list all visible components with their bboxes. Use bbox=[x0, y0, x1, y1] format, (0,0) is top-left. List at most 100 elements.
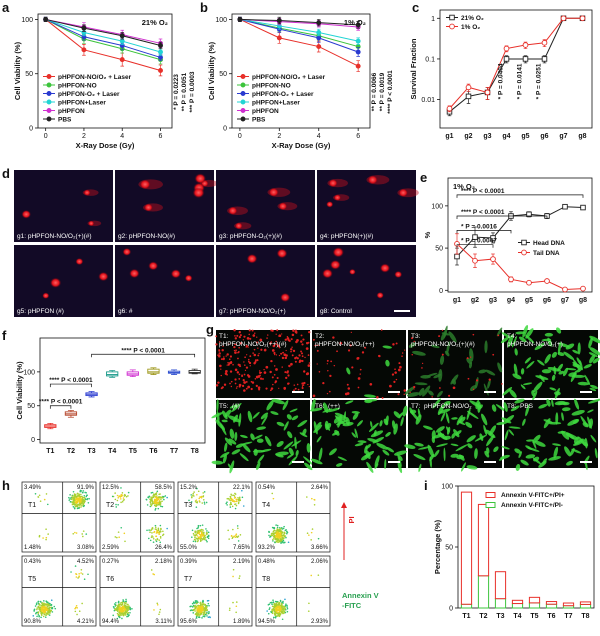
event bbox=[154, 526, 157, 529]
live-cell bbox=[450, 443, 459, 447]
dead-cell bbox=[236, 334, 239, 337]
event bbox=[75, 505, 77, 508]
event bbox=[45, 528, 47, 530]
micrograph-name: T3: bbox=[411, 333, 421, 340]
marker bbox=[240, 108, 246, 113]
event bbox=[123, 493, 126, 496]
live-cell bbox=[526, 439, 534, 442]
event bbox=[127, 495, 129, 497]
dead-cell bbox=[275, 333, 277, 335]
live-cell bbox=[551, 374, 556, 381]
event bbox=[152, 541, 155, 543]
event bbox=[273, 535, 276, 538]
event bbox=[235, 500, 238, 503]
event bbox=[308, 602, 310, 605]
quadrant-value: 4.21% bbox=[77, 619, 95, 625]
series-line bbox=[45, 18, 161, 61]
dead-cell bbox=[357, 377, 361, 380]
event bbox=[44, 609, 46, 612]
event bbox=[77, 507, 80, 509]
live-cell bbox=[364, 399, 378, 402]
live-cell bbox=[450, 374, 459, 385]
event bbox=[205, 501, 208, 504]
dead-cell bbox=[497, 334, 500, 337]
live-cell bbox=[351, 432, 357, 438]
dead-cell bbox=[322, 382, 325, 385]
live-cell bbox=[503, 402, 508, 412]
event bbox=[78, 572, 80, 575]
event bbox=[235, 605, 238, 608]
event bbox=[232, 494, 235, 497]
event bbox=[145, 498, 148, 501]
event bbox=[125, 598, 127, 601]
quadrant-value: 3.66% bbox=[311, 545, 329, 551]
event bbox=[196, 606, 198, 609]
event bbox=[150, 536, 153, 539]
dead-cell bbox=[301, 359, 304, 363]
live-cell bbox=[553, 446, 559, 459]
live-cell bbox=[231, 402, 242, 413]
event bbox=[166, 496, 168, 499]
event bbox=[317, 574, 320, 576]
dead-cell bbox=[273, 353, 276, 356]
live-cell bbox=[487, 379, 491, 389]
live-cell bbox=[525, 404, 530, 417]
live-cell bbox=[518, 451, 523, 459]
event bbox=[37, 611, 40, 613]
micrograph-caption: pHPFON-NO/O₂(+) bbox=[507, 341, 563, 348]
event bbox=[308, 534, 310, 536]
event bbox=[276, 524, 279, 527]
event bbox=[38, 494, 41, 497]
dead-cell bbox=[394, 371, 397, 374]
annotation: 1% O₂ bbox=[344, 18, 366, 27]
dead-cell bbox=[265, 365, 269, 369]
dead-cell bbox=[312, 338, 315, 341]
event bbox=[118, 536, 120, 539]
flow-plot bbox=[21, 481, 97, 553]
dead-cell bbox=[351, 366, 354, 369]
event bbox=[81, 533, 84, 535]
event bbox=[42, 610, 45, 613]
live-cell bbox=[286, 414, 292, 420]
event bbox=[121, 617, 123, 620]
event bbox=[86, 498, 88, 501]
dead-cell bbox=[403, 393, 406, 396]
dead-cell bbox=[233, 345, 236, 349]
event bbox=[157, 529, 160, 532]
live-cell bbox=[436, 443, 448, 447]
event bbox=[148, 495, 151, 498]
event bbox=[271, 492, 274, 495]
dead-cell bbox=[218, 354, 221, 358]
live-cell bbox=[238, 413, 242, 427]
series-line bbox=[456, 206, 584, 257]
nucleus bbox=[194, 173, 207, 184]
live-cell bbox=[474, 448, 478, 460]
dead-cell bbox=[501, 383, 503, 385]
event bbox=[114, 605, 117, 607]
event bbox=[48, 606, 51, 609]
event bbox=[124, 600, 127, 603]
event bbox=[206, 615, 208, 617]
live-cell bbox=[318, 447, 323, 461]
live-cell bbox=[465, 421, 473, 429]
dead-cell bbox=[242, 339, 245, 341]
event bbox=[229, 607, 231, 610]
event bbox=[48, 608, 50, 610]
marker bbox=[446, 105, 453, 112]
nucleus bbox=[129, 268, 140, 279]
event bbox=[82, 496, 84, 499]
quadrant-value: 26.4% bbox=[155, 545, 173, 551]
event bbox=[232, 536, 234, 539]
live-cell bbox=[398, 455, 403, 462]
live-cell bbox=[561, 430, 570, 440]
event bbox=[158, 613, 160, 616]
dead-cell bbox=[234, 378, 237, 381]
annotation: * P = 0.0016 bbox=[461, 223, 497, 230]
dead-cell bbox=[238, 363, 241, 366]
dead-cell bbox=[333, 364, 336, 367]
dead-cell bbox=[272, 383, 274, 386]
y-tick-label: 1 bbox=[431, 16, 435, 23]
event bbox=[281, 611, 284, 614]
live-cell bbox=[534, 343, 545, 351]
event bbox=[231, 505, 234, 508]
